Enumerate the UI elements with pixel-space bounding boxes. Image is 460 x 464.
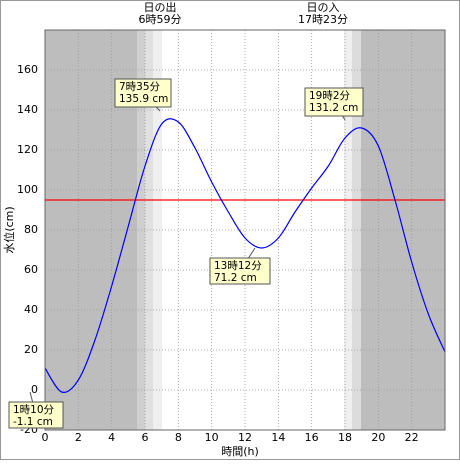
sunset-time: 17時23分 bbox=[298, 13, 348, 26]
y-tick-label: 140 bbox=[17, 103, 38, 116]
callout-level: 135.9 cm bbox=[119, 93, 168, 105]
callout-level: 71.2 cm bbox=[214, 272, 257, 284]
twilight bbox=[145, 30, 153, 430]
callout-time: 1時10分 bbox=[13, 404, 55, 416]
x-tick-label: 16 bbox=[305, 431, 319, 444]
callout-box bbox=[8, 401, 64, 429]
callout-level: 131.2 cm bbox=[309, 102, 358, 114]
x-tick-label: 12 bbox=[238, 431, 252, 444]
callout-box bbox=[209, 257, 271, 285]
callout-box bbox=[304, 87, 364, 117]
x-tick-label: 4 bbox=[108, 431, 115, 444]
sunrise-time: 6時59分 bbox=[139, 13, 182, 26]
plot-border bbox=[44, 29, 446, 431]
x-tick-label: 8 bbox=[175, 431, 182, 444]
y-tick-label: 40 bbox=[24, 303, 38, 316]
callout-time: 13時12分 bbox=[214, 260, 262, 272]
sunrise-label: 日の出 bbox=[144, 0, 177, 14]
y-tick-label: 120 bbox=[17, 143, 38, 156]
callout-time: 19時2分 bbox=[309, 90, 351, 102]
x-tick-label: 18 bbox=[338, 431, 352, 444]
twilight bbox=[352, 30, 361, 430]
callout-level: -1.1 cm bbox=[13, 416, 53, 428]
callout-box bbox=[114, 78, 172, 108]
tide-line bbox=[44, 118, 446, 394]
x-tick-label: 14 bbox=[271, 431, 285, 444]
callout-time: 7時35分 bbox=[119, 81, 161, 93]
y-tick-label: 60 bbox=[24, 263, 38, 276]
x-tick-label: 2 bbox=[75, 431, 82, 444]
x-tick-label: 20 bbox=[371, 431, 385, 444]
callout: 1時10分-1.1 cm bbox=[8, 391, 64, 429]
x-tick-label: 0 bbox=[42, 431, 49, 444]
sunset-label: 日の入 bbox=[307, 1, 340, 14]
y-tick-label: 20 bbox=[24, 343, 38, 356]
y-tick-label: 80 bbox=[24, 223, 38, 236]
y-axis-label: 水位(cm) bbox=[2, 206, 16, 253]
x-tick-label: 22 bbox=[405, 431, 419, 444]
x-tick-label: 6 bbox=[142, 431, 149, 444]
x-tick-label: 10 bbox=[205, 431, 219, 444]
x-axis-label: 時間(h) bbox=[221, 445, 259, 458]
y-tick-label: 100 bbox=[17, 183, 38, 196]
y-tick-label: 0 bbox=[31, 383, 38, 396]
y-tick-label: 160 bbox=[17, 63, 38, 76]
twilight bbox=[153, 30, 162, 430]
